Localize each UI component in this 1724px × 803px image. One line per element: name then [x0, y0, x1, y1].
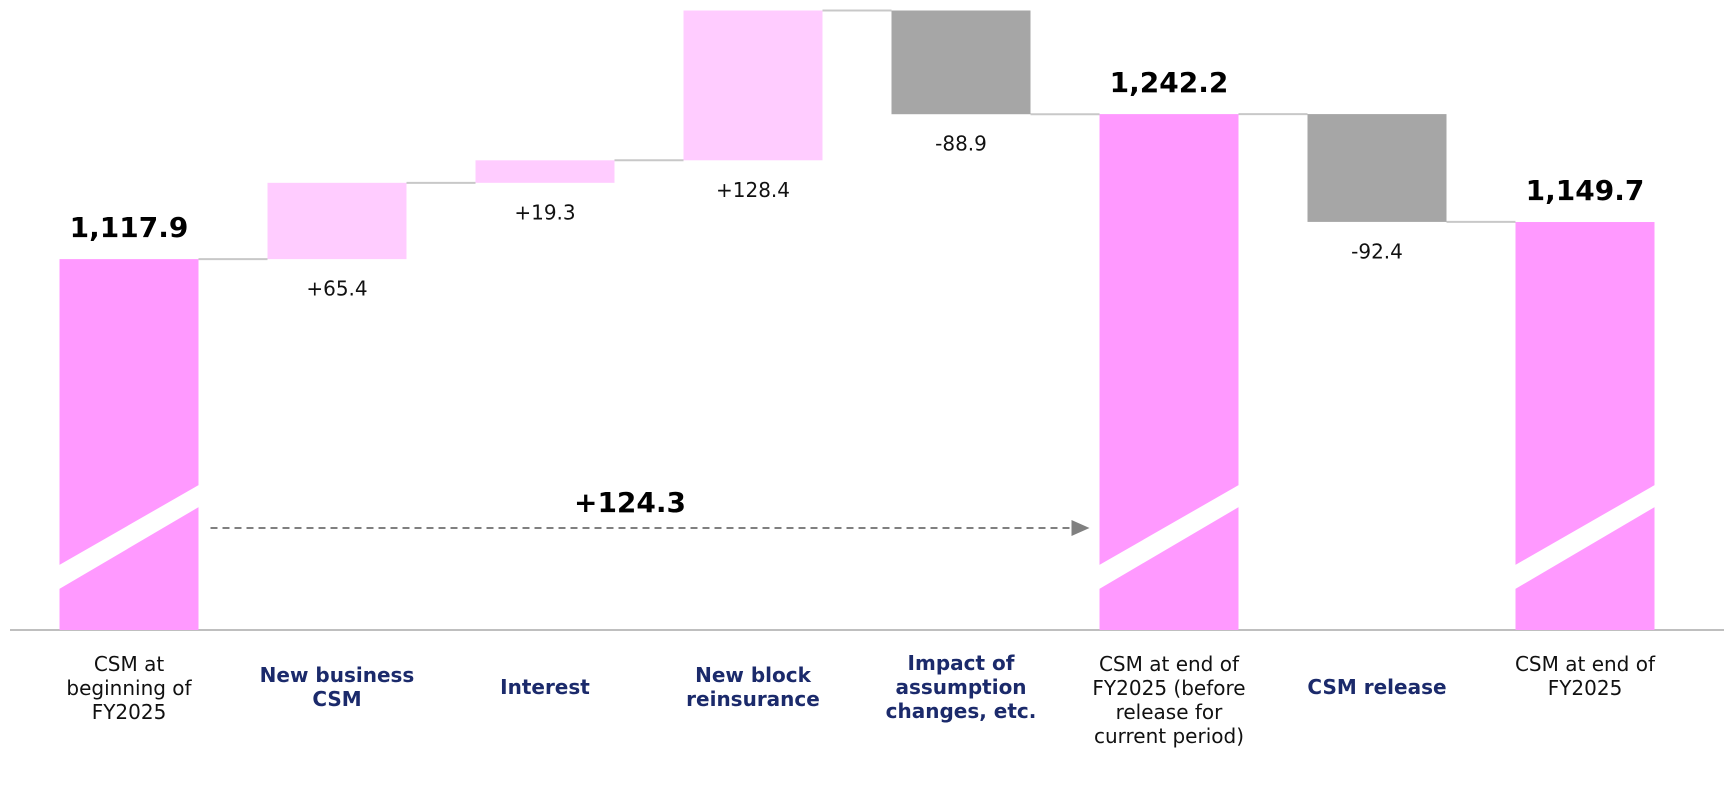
value-label: +65.4	[306, 277, 367, 301]
bar	[1099, 114, 1239, 631]
category-label: New block reinsurance	[686, 663, 820, 711]
axis-break	[57, 484, 201, 590]
category-label: CSM release	[1307, 675, 1447, 699]
value-label: +128.4	[716, 178, 790, 202]
bar	[1307, 114, 1447, 222]
category-label: CSM at end of FY2025 (before release for…	[1092, 652, 1246, 748]
category-label: Impact of assumption changes, etc.	[885, 651, 1037, 723]
axis-break	[1097, 484, 1241, 590]
bar	[891, 10, 1031, 115]
value-label: +19.3	[514, 200, 575, 224]
category-label: CSM at beginning of FY2025	[66, 652, 192, 724]
bar	[267, 182, 407, 260]
category-label: CSM at end of FY2025	[1514, 652, 1656, 700]
total-label: 1,149.7	[1526, 174, 1645, 207]
value-label: -88.9	[935, 132, 987, 156]
axis-break	[1513, 484, 1657, 590]
category-label: New business CSM	[259, 663, 415, 711]
bar	[475, 160, 615, 183]
value-label: -92.4	[1351, 239, 1403, 263]
arrow-head	[1071, 520, 1090, 536]
category-label: Interest	[500, 675, 590, 699]
total-label: 1,242.2	[1110, 66, 1229, 99]
annotation: +124.3	[574, 486, 686, 519]
bar	[683, 10, 823, 161]
total-label: 1,117.9	[70, 211, 189, 244]
